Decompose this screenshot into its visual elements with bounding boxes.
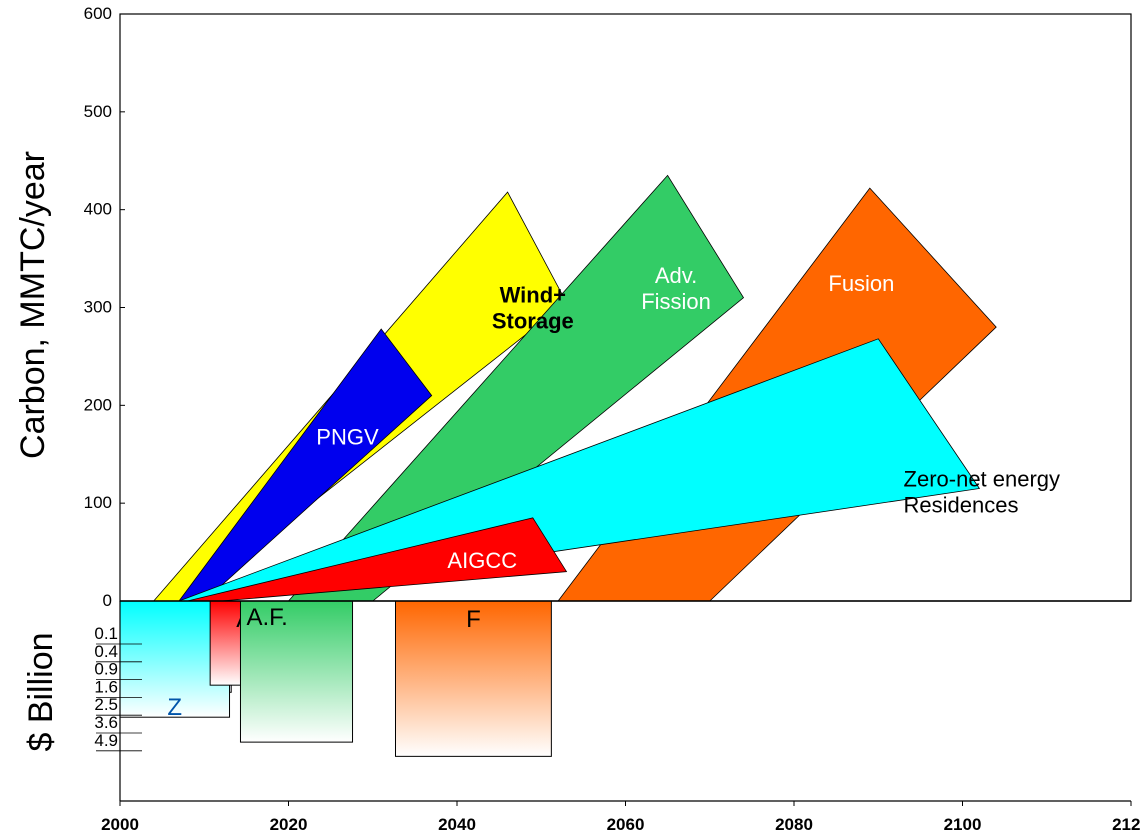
band-label-zero-net-energy-residences: Zero-net energy	[904, 466, 1061, 491]
y-axis-label-carbon: Carbon, MMTC/year	[14, 151, 52, 459]
carbon-bands	[152, 174, 997, 602]
y-tick-label: 500	[84, 102, 112, 121]
x-tick-label: 2040	[438, 815, 476, 834]
x-tick-label: 2100	[944, 815, 982, 834]
cost-tick-label: 0.1	[94, 624, 118, 643]
x-tick-label: 2000	[101, 815, 139, 834]
band-label-adv-fission: Fission	[641, 289, 711, 314]
band-label-wind-storage: Wind+	[500, 283, 566, 308]
cost-tick-label: 0.4	[94, 642, 118, 661]
cost-boxes: WPZAA.F.F	[119, 600, 552, 757]
cost-box-a-f	[239, 600, 354, 743]
x-tick-label: 2020	[270, 815, 308, 834]
cost-tick-label: 0.9	[94, 660, 118, 679]
y-tick-label: 200	[84, 395, 112, 414]
y-tick-label: 600	[84, 4, 112, 23]
y-tick-label: 0	[103, 591, 112, 610]
x-tick-label: 2060	[607, 815, 645, 834]
band-label-adv-fission: Adv.	[655, 263, 697, 288]
carbon-band-labels: Wind+Storage PNGV Adv.Fission Fusion Zero-ne…	[316, 263, 1060, 573]
band-label-pngv: PNGV	[316, 425, 379, 450]
x-tick-label: 2120	[1112, 815, 1141, 834]
cost-box-label-f: F	[466, 606, 481, 633]
y-axis-label-cost: $ Billion	[22, 632, 60, 751]
band-label-wind-storage: Storage	[492, 309, 574, 334]
tick-labels: 0 100 200 300 400 500 600 0.10.40.91.62.53.64.9…	[84, 4, 1141, 834]
band-label-aigcc: AIGCC	[447, 548, 517, 573]
cost-box-label-a-f: A.F.	[246, 604, 287, 631]
y-tick-label: 300	[84, 298, 112, 317]
band-label-fusion: Fusion	[828, 271, 894, 296]
cost-tick-label: 2.5	[94, 695, 118, 714]
y-tick-label: 400	[84, 200, 112, 219]
cost-tick-label: 1.6	[94, 677, 118, 696]
y-tick-label: 100	[84, 493, 112, 512]
band-label-zero-net-energy-residences: Residences	[904, 492, 1019, 517]
cost-box-f	[394, 600, 552, 757]
cost-tick-label: 4.9	[94, 731, 118, 750]
x-tick-label: 2080	[775, 815, 813, 834]
cost-box-label-z: Z	[167, 694, 182, 721]
cost-tick-label: 3.6	[94, 713, 118, 732]
